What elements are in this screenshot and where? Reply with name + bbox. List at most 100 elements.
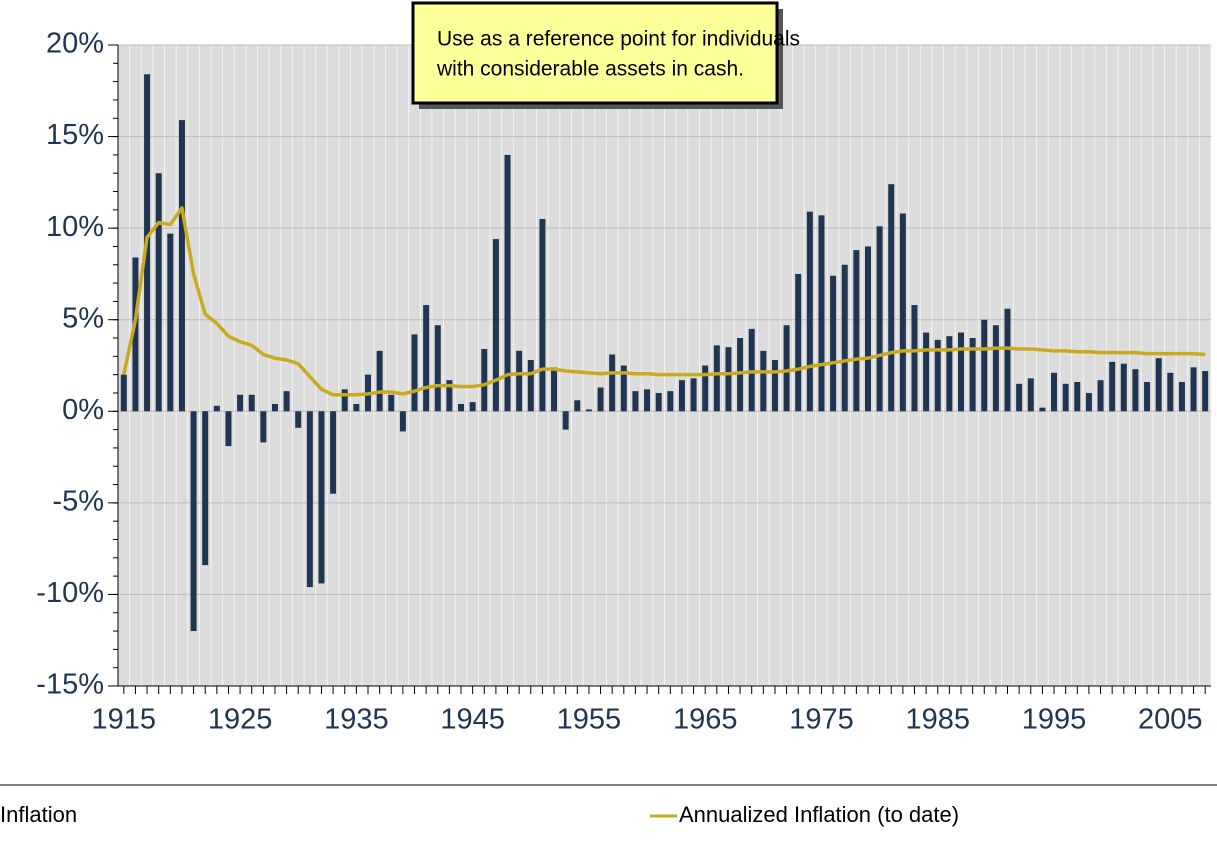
bar	[376, 350, 383, 412]
bar	[597, 387, 604, 412]
bar	[864, 246, 871, 412]
bar	[609, 354, 616, 412]
x-tick-label: 1915	[92, 704, 157, 736]
bar	[1167, 372, 1174, 412]
y-tick-label: -15%	[36, 669, 104, 701]
annotation-box	[411, 1, 779, 105]
bar	[1051, 372, 1058, 412]
bar	[481, 349, 488, 412]
bar	[841, 264, 848, 412]
bar	[1004, 308, 1011, 412]
y-tick-label: 5%	[62, 302, 104, 334]
bar	[830, 275, 837, 412]
y-tick-label: 0%	[62, 394, 104, 426]
annotation: with considerable assets in cash.	[436, 58, 744, 81]
bar	[492, 239, 499, 412]
bar	[876, 226, 883, 412]
bar	[1144, 381, 1151, 412]
bar	[1109, 361, 1116, 412]
bar	[690, 378, 697, 412]
bar	[992, 325, 999, 412]
bar	[1016, 383, 1023, 412]
bar	[771, 360, 778, 412]
bar	[748, 328, 755, 412]
x-tick-label: 1995	[1022, 704, 1087, 736]
bar	[1074, 381, 1081, 412]
annotation: Use as a reference point for individuals	[437, 28, 800, 51]
bar	[283, 391, 290, 412]
marks	[120, 74, 1209, 632]
bar	[167, 233, 174, 412]
x-tick-label: 1965	[673, 704, 738, 736]
bar	[539, 218, 546, 412]
bar	[504, 154, 511, 412]
axes: -15% -10% -5% 0% 5% 10% 15% 20% 1915 1925 1935 1945…	[36, 28, 1211, 736]
bar	[318, 411, 325, 584]
bar	[806, 211, 813, 412]
bar	[713, 345, 720, 412]
bar	[934, 339, 941, 412]
bar	[295, 411, 302, 428]
legend-label: Inflation	[0, 802, 77, 827]
bar	[446, 380, 453, 412]
line	[122, 206, 1206, 397]
bar	[678, 380, 685, 412]
bar	[434, 325, 441, 412]
bar	[458, 403, 465, 412]
bar	[1027, 378, 1034, 412]
bar	[1097, 380, 1104, 412]
bar	[1132, 369, 1139, 412]
bar	[1202, 370, 1209, 412]
bar	[516, 350, 523, 412]
x-tick-label: 2005	[1138, 704, 1203, 736]
legend-label: Annualized Inflation (to date)	[679, 802, 959, 827]
bar	[469, 402, 476, 412]
bar	[330, 411, 337, 494]
bar	[411, 334, 418, 412]
bar	[969, 338, 976, 412]
bar	[795, 273, 802, 412]
bar	[585, 409, 592, 412]
bar	[120, 374, 127, 412]
bar	[783, 325, 790, 412]
bar	[306, 411, 313, 588]
bar	[899, 213, 906, 412]
bar	[178, 120, 185, 412]
bar	[853, 250, 860, 412]
bar	[527, 360, 534, 412]
y-tick-label: 10%	[46, 211, 104, 243]
bar	[981, 319, 988, 412]
bar	[399, 411, 406, 432]
y-tick-label: 20%	[46, 28, 104, 60]
bar	[725, 347, 732, 412]
x-tick-label: 1935	[324, 704, 389, 736]
bar	[132, 257, 139, 412]
x-tick-label: 1955	[557, 704, 622, 736]
bar	[1155, 358, 1162, 412]
x-tick-label: 1985	[905, 704, 970, 736]
bar	[1120, 363, 1127, 412]
grid	[118, 44, 1212, 687]
bar	[946, 336, 953, 412]
bar	[667, 391, 674, 412]
bar	[551, 367, 558, 412]
bar	[1178, 381, 1185, 412]
y-tick-label: -10%	[36, 577, 104, 609]
bar	[760, 350, 767, 412]
bar	[911, 305, 918, 412]
bar	[190, 411, 197, 632]
bar	[1190, 367, 1197, 412]
bar	[655, 392, 662, 412]
bar	[632, 391, 639, 412]
y-tick-label: -5%	[52, 486, 104, 518]
bar	[202, 411, 209, 566]
bar	[260, 411, 267, 443]
bar	[213, 405, 220, 412]
y-tick-label: 15%	[46, 119, 104, 151]
bar	[644, 389, 651, 412]
bar	[958, 332, 965, 412]
bar	[225, 411, 232, 447]
x-tick-label: 1925	[208, 704, 273, 736]
bar	[818, 215, 825, 412]
